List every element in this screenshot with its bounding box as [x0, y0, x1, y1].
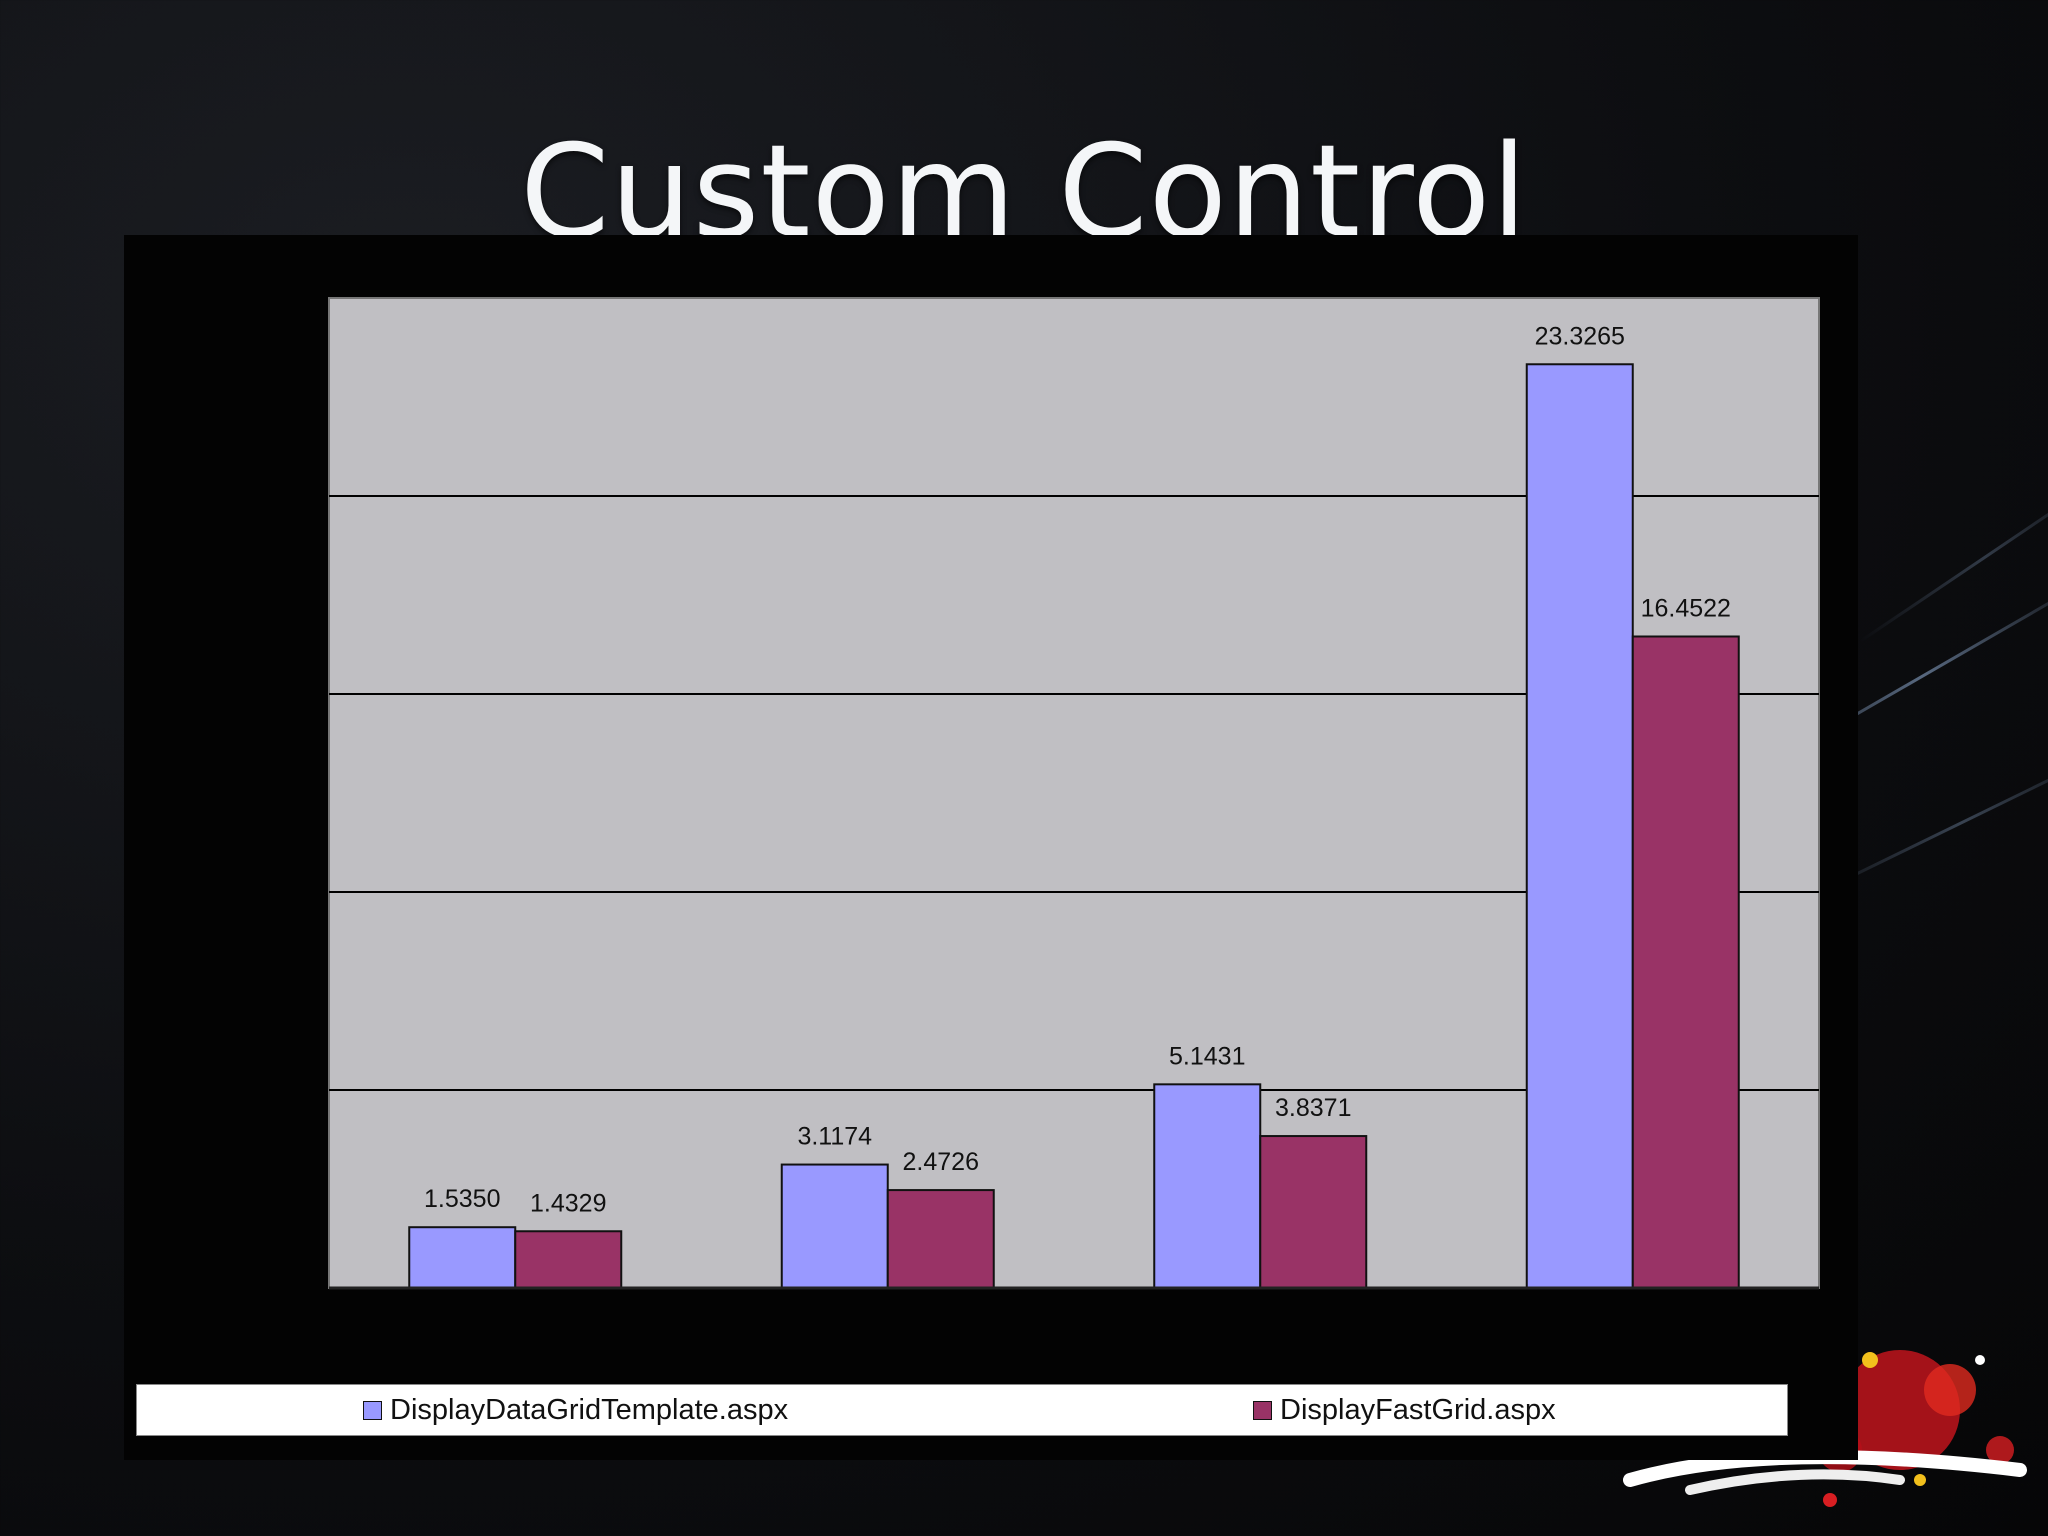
bar-series-2-2 [886, 1189, 995, 1289]
data-label-series-2-3: 3.8371 [1275, 1094, 1351, 1122]
legend-item-series-1: DisplayDataGridTemplate.aspx [363, 1385, 788, 1435]
brand-logo [1623, 1350, 2027, 1507]
data-label-series-1-2: 3.1174 [797, 1123, 872, 1151]
legend-label-series-1: DisplayDataGridTemplate.aspx [390, 1393, 789, 1426]
bar-series-1-1 [408, 1226, 517, 1289]
bar-chart: 1.5350 3.1174 5.1431 23.3265 1.4329 2.4726 3.8… [328, 297, 1820, 1290]
bar-series-1-4 [1525, 363, 1634, 1289]
bar-series-1-3 [1153, 1083, 1262, 1290]
data-label-series-1-4: 23.3265 [1535, 322, 1625, 350]
bar-series-2-1 [514, 1230, 623, 1289]
chart-frame: 1.5350 3.1174 5.1431 23.3265 1.4329 2.4726 3.8… [124, 235, 1858, 1460]
bar-series-2-4 [1631, 635, 1740, 1290]
legend-label-series-2: DisplayFastGrid.aspx [1280, 1393, 1556, 1426]
data-label-series-2-4: 16.4522 [1641, 594, 1731, 622]
legend-item-series-2: DisplayFastGrid.aspx [1253, 1385, 1556, 1435]
legend-swatch-series-1 [363, 1400, 382, 1420]
chart-legend: DisplayDataGridTemplate.aspx DisplayFast… [136, 1384, 1788, 1436]
bar-series-2-3 [1259, 1135, 1368, 1289]
bar-series-1-2 [780, 1163, 889, 1290]
data-label-series-2-2: 2.4726 [903, 1148, 979, 1176]
data-label-series-1-1: 1.5350 [424, 1185, 500, 1213]
data-label-series-1-3: 5.1431 [1169, 1042, 1245, 1070]
legend-swatch-series-2 [1253, 1400, 1272, 1420]
data-label-series-2-1: 1.4329 [530, 1189, 606, 1217]
